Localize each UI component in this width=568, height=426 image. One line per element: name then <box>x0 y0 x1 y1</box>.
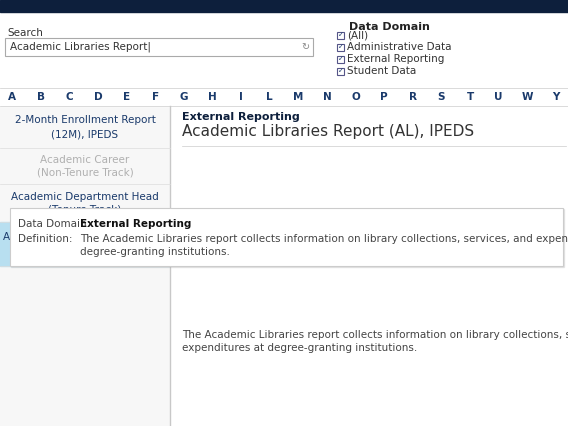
Text: G: G <box>179 92 188 102</box>
Text: degree-granting institutions.: degree-granting institutions. <box>80 247 230 257</box>
Bar <box>337 44 344 51</box>
Text: Data Domain:: Data Domain: <box>18 219 90 229</box>
Text: External Reporting: External Reporting <box>347 55 444 64</box>
Text: Academic Libraries Report (AL), IPEDS: Academic Libraries Report (AL), IPEDS <box>182 124 474 139</box>
Text: E: E <box>123 92 130 102</box>
Text: Student Data: Student Data <box>347 66 416 77</box>
Text: Academic Career: Academic Career <box>40 155 130 165</box>
Bar <box>10 208 563 266</box>
Text: R: R <box>409 92 417 102</box>
Text: B: B <box>36 92 45 102</box>
Text: Academic Libraries Report (AL),: Academic Libraries Report (AL), <box>3 231 168 242</box>
Text: Definition:: Definition: <box>18 234 73 244</box>
Text: ↻: ↻ <box>301 42 309 52</box>
Text: ✓: ✓ <box>337 69 344 75</box>
Bar <box>337 56 344 63</box>
Text: Search: Search <box>7 28 43 38</box>
Text: Academic Department Head: Academic Department Head <box>11 192 159 201</box>
Bar <box>0 0 568 12</box>
Text: ✓: ✓ <box>337 32 344 38</box>
Text: N: N <box>323 92 331 102</box>
Text: (Non-Tenure Track): (Non-Tenure Track) <box>36 167 133 178</box>
Text: Y: Y <box>552 92 559 102</box>
Bar <box>11 209 564 267</box>
Text: Academic Libraries Report|: Academic Libraries Report| <box>10 42 151 52</box>
Text: ✓: ✓ <box>337 44 344 51</box>
Text: S: S <box>438 92 445 102</box>
Bar <box>0 222 170 266</box>
Text: External Reporting: External Reporting <box>182 112 300 122</box>
Text: C: C <box>65 92 73 102</box>
Text: (All): (All) <box>347 31 368 40</box>
Text: External Reporting: External Reporting <box>80 219 191 229</box>
Text: Administrative Data: Administrative Data <box>347 43 452 52</box>
Text: F: F <box>152 92 158 102</box>
Text: H: H <box>208 92 217 102</box>
Text: IPEDS: IPEDS <box>70 247 100 257</box>
Bar <box>0 88 568 106</box>
Text: O: O <box>351 92 360 102</box>
Text: 2-Month Enrollment Report: 2-Month Enrollment Report <box>15 115 156 125</box>
Text: W: W <box>521 92 533 102</box>
Text: L: L <box>266 92 273 102</box>
Bar <box>337 68 344 75</box>
Text: I: I <box>239 92 243 102</box>
Text: T: T <box>466 92 474 102</box>
Text: D: D <box>94 92 102 102</box>
Text: expenditures at degree-granting institutions.: expenditures at degree-granting institut… <box>182 343 417 353</box>
Text: M: M <box>293 92 303 102</box>
Text: (Tenure Track): (Tenure Track) <box>48 205 122 215</box>
Bar <box>337 32 344 39</box>
Bar <box>5 38 313 56</box>
Text: Data Domain: Data Domain <box>349 22 430 32</box>
Bar <box>170 106 568 426</box>
Text: P: P <box>381 92 388 102</box>
Text: U: U <box>495 92 503 102</box>
Bar <box>0 106 170 426</box>
Text: A: A <box>8 92 16 102</box>
Text: ✓: ✓ <box>337 57 344 63</box>
Text: The Academic Libraries report collects information on library collections, servi: The Academic Libraries report collects i… <box>182 330 568 340</box>
Text: The Academic Libraries report collects information on library collections, servi: The Academic Libraries report collects i… <box>80 234 568 244</box>
Text: (12M), IPEDS: (12M), IPEDS <box>52 130 119 140</box>
